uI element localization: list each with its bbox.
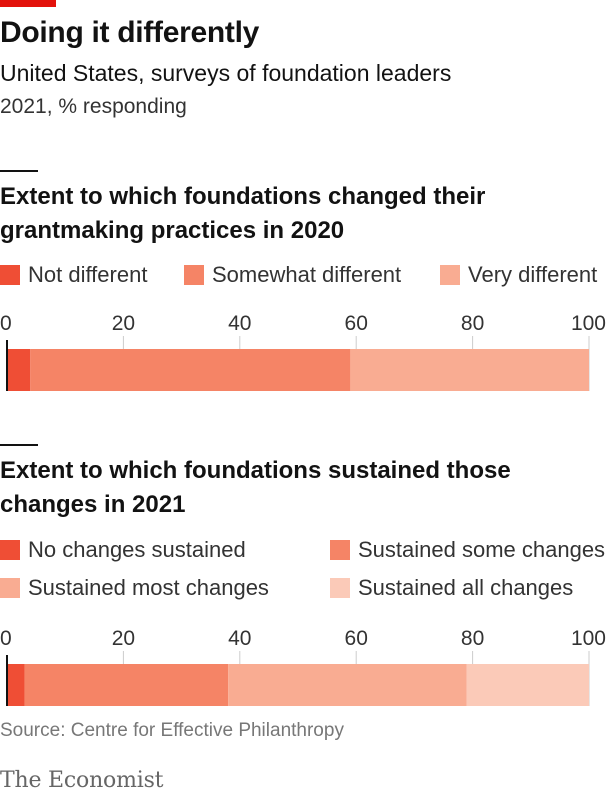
chart2-tick-label-20: 20: [112, 627, 135, 650]
chart1-legend-not-different: Not different: [0, 262, 147, 288]
chart1-tick-label-80: 80: [461, 312, 484, 335]
chart1-legend-swatch-1: [0, 265, 20, 285]
chart2-legend-all-changes: Sustained all changes: [330, 575, 573, 601]
chart1-legend-label-2: Somewhat different: [212, 262, 402, 287]
economist-logo: The Economist: [0, 768, 164, 793]
chart2-legend-label-3: Sustained most changes: [28, 575, 269, 600]
chart1-tick-label-40: 40: [228, 312, 251, 335]
page-subtitle: United States, surveys of foundation lea…: [0, 60, 452, 86]
chart2-tick-label-0: 0: [0, 627, 12, 650]
chart1-tick-label-0: 0: [0, 312, 12, 335]
chart1-bar-segment-2: [30, 349, 351, 391]
page-subsubtitle: 2021, % responding: [0, 95, 187, 118]
chart2-legend-swatch-1: [0, 540, 20, 560]
chart2-title: Extent to which foundations sustained th…: [0, 457, 511, 518]
chart1-title: Extent to which foundations changed thei…: [0, 183, 486, 244]
chart2-bar-segment-1: [7, 664, 25, 706]
chart1-tick-label-60: 60: [345, 312, 368, 335]
brand-red-tag: [0, 0, 56, 7]
chart1-section-rule: [0, 170, 38, 172]
chart2-tick-label-80: 80: [461, 627, 484, 650]
chart2-legend-swatch-3: [0, 578, 20, 598]
chart1-bar-segment-3: [350, 349, 589, 391]
chart2-tick-label-60: 60: [345, 627, 368, 650]
chart2-legend-most-changes: Sustained most changes: [0, 575, 269, 601]
chart2-legend-swatch-4: [330, 578, 350, 598]
chart2-section-rule: [0, 444, 38, 446]
chart2-legend-label-2: Sustained some changes: [358, 537, 606, 562]
chart2-bar-segment-4: [466, 664, 589, 706]
chart2-tick-label-40: 40: [228, 627, 251, 650]
chart1-bar-segment-1: [7, 349, 31, 391]
chart1-legend-label-1: Not different: [28, 262, 148, 287]
chart2-legend-no-changes: No changes sustained: [0, 537, 246, 563]
chart1-legend-very-different: Very different: [440, 262, 597, 288]
chart1-plot: 0 20 40 60 80 100: [0, 312, 606, 391]
chart2-tick-label-100: 100: [571, 627, 606, 650]
chart2-bar-segment-3: [228, 664, 467, 706]
chart1-legend-swatch-2: [184, 265, 204, 285]
chart2-legend-label-1: No changes sustained: [28, 537, 246, 562]
source-note: Source: Centre for Effective Philanthrop…: [0, 720, 344, 741]
chart1-legend-swatch-3: [440, 265, 460, 285]
chart2-plot: 0 20 40 60 80 100: [0, 627, 606, 706]
chart1-tick-label-20: 20: [112, 312, 135, 335]
page-title: Doing it differently: [0, 16, 259, 49]
chart1-legend-somewhat-different: Somewhat different: [184, 262, 401, 288]
chart2-legend-some-changes: Sustained some changes: [330, 537, 605, 563]
chart1-tick-label-100: 100: [571, 312, 606, 335]
chart2-legend-label-4: Sustained all changes: [358, 575, 574, 600]
chart2-bar-segment-2: [24, 664, 229, 706]
chart1-legend-label-3: Very different: [468, 262, 598, 287]
chart2-legend-swatch-2: [330, 540, 350, 560]
